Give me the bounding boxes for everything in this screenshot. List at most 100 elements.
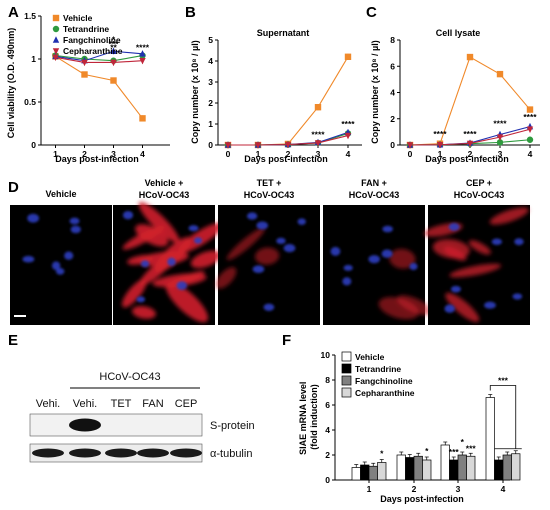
blot-band-s-protein-1	[69, 418, 101, 432]
micrograph-nucleus-4	[491, 238, 503, 245]
chart-f-y-label: SIAE mRNA level (fold induction)	[298, 379, 319, 455]
chart-f-significance-label: ***	[466, 443, 477, 453]
chart-f-bar-vehicle	[396, 454, 406, 481]
micrograph-red-signal-1	[121, 279, 147, 308]
chart-f-significance-label: *	[461, 437, 465, 447]
chart-a-x-tick-label: 3	[111, 149, 116, 159]
chart-f-bar-tetrandrine	[405, 457, 415, 481]
blot-lane-label-2: TET	[111, 398, 132, 410]
micrograph-background-4	[428, 205, 530, 325]
chart-b-supernatant: Supernatant Days post-infection Copy num…	[190, 28, 362, 164]
micrograph-image-3	[323, 205, 432, 325]
chart-c-point-cepharanthine	[496, 134, 504, 141]
chart-c-point-tetrandrine	[496, 139, 504, 146]
chart-b-point-cepharanthine	[314, 140, 322, 147]
chart-a-x-label: Days post-infection	[55, 154, 139, 164]
chart-a-point-vehicle	[139, 115, 146, 122]
chart-a-line-tetrandrine	[55, 55, 143, 62]
chart-c-point-cepharanthine	[466, 140, 474, 148]
chart-c-point-cepharanthine	[436, 142, 444, 149]
micrograph-red-signal-2	[255, 247, 280, 265]
micrograph-red-signal-1	[135, 224, 169, 247]
chart-b-y-tick-label: 5	[208, 35, 213, 45]
chart-f-significance-bracket	[489, 385, 517, 449]
chart-c-x-tick-label: 2	[468, 149, 473, 159]
micrograph-nucleus-0	[22, 255, 35, 263]
chart-f-bar-fangchinoline	[502, 454, 512, 481]
micrograph-red-signal-1	[138, 202, 180, 243]
chart-c-x-tick-label: 0	[408, 149, 413, 159]
chart-b-x-tick-label: 1	[256, 149, 261, 159]
micrograph-header-3-line1: FAN +	[361, 178, 387, 188]
chart-a-point-cepharanthine	[139, 58, 146, 65]
chart-f-bar-tetrandrine	[494, 459, 504, 481]
chart-a-y-tick-label: 1	[31, 54, 36, 64]
micrograph-nuclei-1	[122, 210, 203, 303]
micrograph-red-signal-4	[445, 292, 480, 323]
chart-a-point-cepharanthine	[52, 54, 59, 61]
chart-c-point-vehicle	[496, 70, 504, 78]
chart-f-bar-cepharanthine	[511, 453, 521, 481]
blot-lane-label-3: FAN	[142, 398, 163, 410]
chart-a-x-tick-label: 1	[53, 149, 58, 159]
chart-a-point-fangchinoline	[139, 50, 146, 57]
chart-f-significance-label: *	[425, 446, 429, 456]
chart-a-cell-viability: Days post-infection Cell viability (O.D.…	[6, 11, 170, 164]
chart-f-y-tick-label: 2	[325, 450, 330, 460]
chart-f-significance-label: *	[380, 449, 384, 459]
chart-f-y-tick-label: 0	[325, 475, 330, 485]
micrograph-nucleus-4	[484, 301, 496, 309]
chart-c-title: Cell lysate	[436, 28, 481, 38]
chart-b-y-tick-label: 1	[208, 119, 213, 129]
chart-c-x-tick-label: 3	[498, 149, 503, 159]
chart-a-point-vehicle	[81, 71, 88, 78]
chart-a-significance-label: ****	[136, 42, 150, 52]
chart-b-point-vehicle	[344, 53, 352, 60]
chart-f-x-tick-label: 3	[456, 484, 461, 494]
legend-f-swatch-vehicle	[341, 351, 352, 362]
blot-strip-s-protein	[29, 413, 203, 437]
chart-f-x-label: Days post-infection	[380, 494, 464, 504]
micrograph-header-3-line2: HCoV-OC43	[349, 190, 400, 200]
micrograph-nucleus-4	[514, 238, 524, 246]
micrograph-red-signal-4	[449, 263, 502, 278]
chart-c-point-tetrandrine	[526, 136, 534, 143]
chart-f-y-label-line2: (fold induction)	[309, 384, 319, 449]
micrograph-nuclei-0	[22, 213, 81, 275]
legend-a-label-cepharanthine: Cepharanthine	[63, 46, 123, 56]
legend-f-label-fangchinoline: Fangchinoline	[355, 376, 413, 386]
micrograph-nucleus-3	[368, 255, 380, 264]
panel-letter-b: B	[185, 4, 196, 21]
micrograph-header-1-line2: HCoV-OC43	[139, 190, 190, 200]
chart-f-bar-tetrandrine	[449, 459, 459, 481]
chart-f-y-label-line1: SIAE mRNA level	[298, 382, 308, 455]
chart-b-x-label: Days post-infection	[244, 154, 328, 164]
chart-b-title: Supernatant	[257, 28, 310, 38]
legend-a-marker-tetrandrine	[52, 25, 60, 33]
micrograph-nucleus-2	[276, 237, 286, 244]
chart-b-line-vehicle	[228, 56, 349, 146]
legend-f-swatch-tetrandrine	[341, 363, 352, 374]
micrograph-nucleus-2	[283, 244, 296, 253]
micrograph-red-signal-3	[378, 297, 419, 320]
micrograph-nucleus-4	[512, 293, 523, 300]
blot-row-label-s-protein: S-protein	[210, 420, 255, 432]
micrograph-red-signal-1	[165, 271, 205, 289]
chart-f-bar-cepharanthine	[466, 455, 476, 481]
micrograph-header-4-line1: CEP +	[466, 178, 492, 188]
chart-a-significance-label: *	[112, 35, 116, 45]
micrograph-red-signal-1	[131, 306, 156, 319]
chart-f-siae-mrna: Days post-infection SIAE mRNA level (fol…	[298, 350, 522, 504]
micrograph-header-0-line1: Vehicle	[45, 189, 76, 199]
western-blot-panel: HCoV-OC43 Vehi. Vehi. TET FAN CEP S-protein …	[29, 371, 255, 463]
micrograph-nucleus-1	[136, 296, 146, 303]
chart-b-point-cepharanthine	[344, 132, 352, 140]
legend-a-label-vehicle: Vehicle	[63, 13, 93, 23]
chart-c-x-tick-label: 1	[438, 149, 443, 159]
legend-f-swatch-cepharanthine	[341, 387, 352, 398]
chart-b-y-tick-label: 2	[208, 98, 213, 108]
blot-lane-label-4: CEP	[175, 398, 198, 410]
blot-group-label: HCoV-OC43	[99, 371, 160, 383]
micrograph-nucleus-4	[444, 304, 455, 313]
micrograph-nucleus-4	[448, 223, 460, 231]
